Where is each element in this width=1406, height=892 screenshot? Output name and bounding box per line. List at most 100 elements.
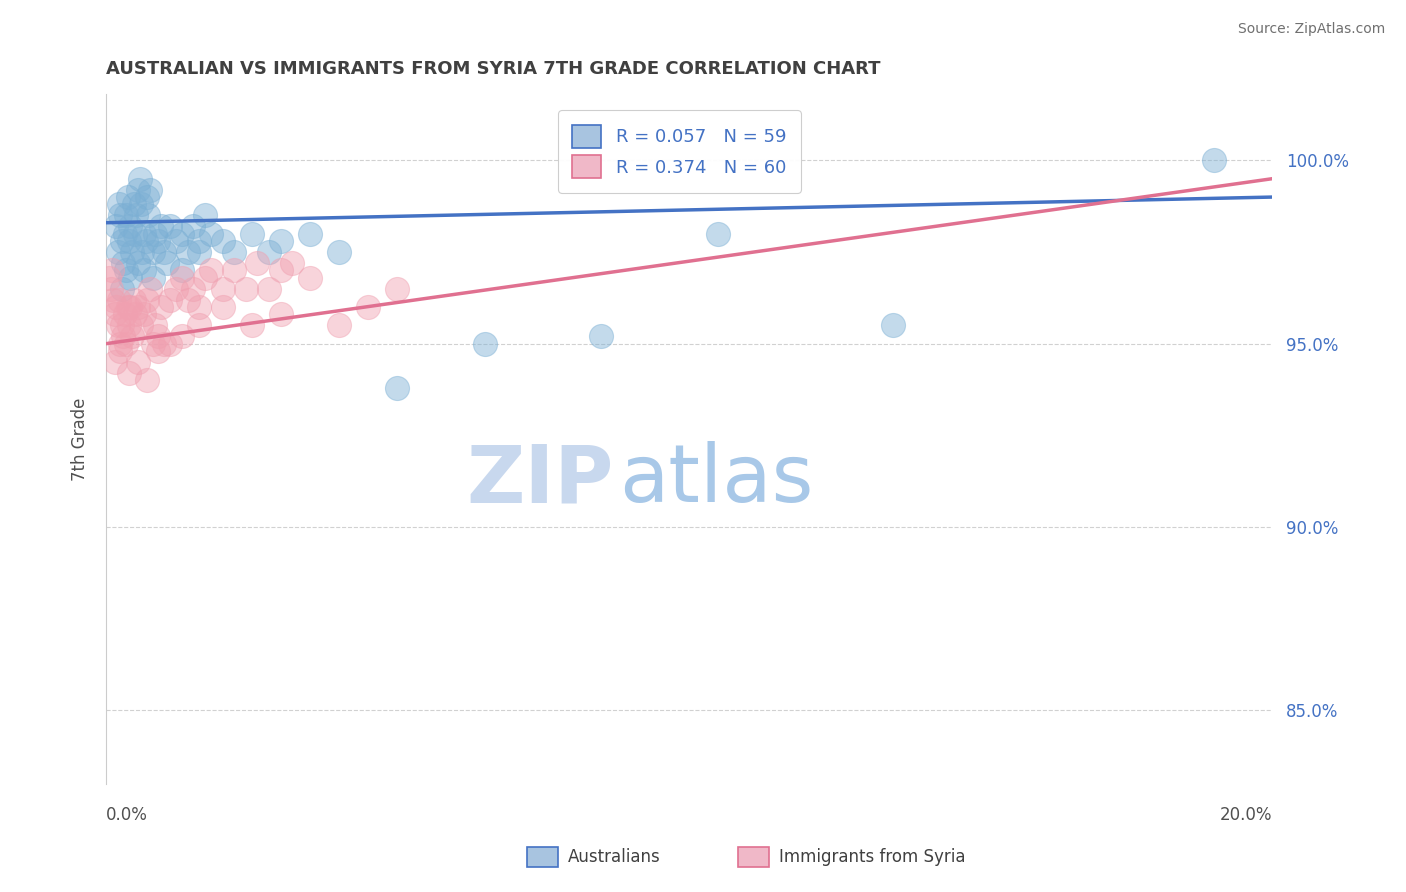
Point bbox=[591, 329, 613, 343]
Point bbox=[131, 245, 153, 260]
Point bbox=[298, 270, 321, 285]
Point bbox=[127, 300, 149, 314]
Point bbox=[141, 336, 163, 351]
FancyBboxPatch shape bbox=[738, 847, 769, 867]
Text: Immigrants from Syria: Immigrants from Syria bbox=[779, 848, 966, 866]
Point bbox=[188, 318, 211, 333]
Point bbox=[224, 245, 246, 260]
Point bbox=[141, 245, 163, 260]
Point bbox=[159, 219, 181, 234]
Point bbox=[165, 234, 187, 248]
Point bbox=[121, 329, 143, 343]
Text: 0.0%: 0.0% bbox=[105, 805, 148, 823]
Point bbox=[138, 183, 160, 197]
Point bbox=[240, 227, 263, 241]
Point bbox=[111, 234, 134, 248]
Text: atlas: atlas bbox=[619, 442, 813, 519]
Point bbox=[110, 208, 132, 222]
Point bbox=[120, 270, 142, 285]
Point bbox=[246, 256, 269, 270]
Point bbox=[170, 263, 193, 277]
Point bbox=[127, 256, 149, 270]
Point bbox=[114, 227, 136, 241]
Point bbox=[188, 300, 211, 314]
Point bbox=[357, 300, 380, 314]
Point bbox=[176, 293, 198, 307]
Point bbox=[159, 293, 181, 307]
Point bbox=[135, 373, 157, 387]
Point bbox=[110, 336, 132, 351]
Point bbox=[125, 208, 148, 222]
Point bbox=[107, 318, 129, 333]
Point bbox=[121, 245, 143, 260]
Point bbox=[188, 245, 211, 260]
Point bbox=[281, 256, 304, 270]
Point bbox=[129, 318, 152, 333]
Point bbox=[100, 263, 122, 277]
Point bbox=[97, 270, 120, 285]
Point bbox=[183, 282, 205, 296]
Text: ZIP: ZIP bbox=[465, 442, 613, 519]
Point bbox=[100, 282, 122, 296]
Text: 20.0%: 20.0% bbox=[1219, 805, 1272, 823]
Point bbox=[328, 318, 350, 333]
Point bbox=[194, 208, 217, 222]
Point bbox=[112, 329, 135, 343]
Point bbox=[122, 293, 145, 307]
Point bbox=[141, 270, 163, 285]
Point bbox=[474, 336, 496, 351]
Point bbox=[156, 256, 179, 270]
Text: Australians: Australians bbox=[568, 848, 661, 866]
Point bbox=[127, 355, 149, 369]
Point bbox=[111, 318, 134, 333]
Point bbox=[104, 300, 127, 314]
Point bbox=[101, 293, 124, 307]
Point bbox=[298, 227, 321, 241]
Legend: R = 0.057   N = 59, R = 0.374   N = 60: R = 0.057 N = 59, R = 0.374 N = 60 bbox=[558, 111, 801, 193]
Point bbox=[114, 307, 136, 321]
Point bbox=[136, 208, 159, 222]
Point bbox=[200, 263, 222, 277]
Point bbox=[118, 234, 141, 248]
Y-axis label: 7th Grade: 7th Grade bbox=[72, 397, 89, 481]
Point bbox=[145, 227, 167, 241]
Point bbox=[170, 227, 193, 241]
Point bbox=[153, 336, 176, 351]
Point bbox=[387, 381, 409, 395]
Point bbox=[104, 307, 127, 321]
Point bbox=[159, 336, 181, 351]
Point bbox=[328, 245, 350, 260]
FancyBboxPatch shape bbox=[527, 847, 558, 867]
Point bbox=[387, 282, 409, 296]
Text: Source: ZipAtlas.com: Source: ZipAtlas.com bbox=[1237, 22, 1385, 37]
Point bbox=[132, 227, 155, 241]
Point bbox=[124, 307, 146, 321]
Point bbox=[118, 318, 141, 333]
Point bbox=[132, 263, 155, 277]
Point bbox=[124, 227, 146, 241]
Point bbox=[107, 293, 129, 307]
Point bbox=[148, 234, 170, 248]
Point bbox=[211, 300, 233, 314]
Point bbox=[135, 190, 157, 204]
Point bbox=[882, 318, 904, 333]
Point bbox=[104, 355, 127, 369]
Point bbox=[224, 263, 246, 277]
Point bbox=[115, 336, 138, 351]
Point bbox=[115, 263, 138, 277]
Point bbox=[176, 245, 198, 260]
Point bbox=[112, 256, 135, 270]
Point bbox=[170, 270, 193, 285]
Point bbox=[257, 245, 280, 260]
Point bbox=[211, 282, 233, 296]
Point bbox=[120, 219, 142, 234]
Point bbox=[150, 300, 173, 314]
Point bbox=[150, 219, 173, 234]
Point bbox=[107, 245, 129, 260]
Point bbox=[132, 307, 155, 321]
Point bbox=[117, 190, 139, 204]
Point bbox=[135, 234, 157, 248]
Point bbox=[235, 282, 257, 296]
Point bbox=[111, 282, 134, 296]
Point bbox=[122, 197, 145, 211]
